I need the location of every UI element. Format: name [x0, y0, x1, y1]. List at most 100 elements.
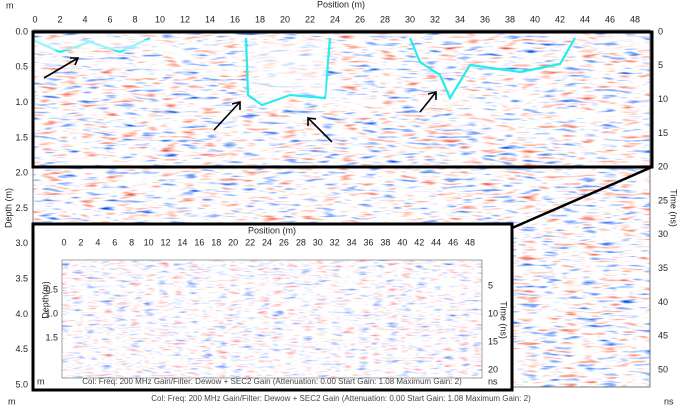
y2-tick-label: 25 [658, 195, 668, 205]
inset-x-tick-label: 38 [380, 237, 390, 247]
inset-radargram [62, 260, 482, 378]
inset-x-tick-label: 0 [61, 237, 66, 247]
inset-right-unit: ns [488, 376, 498, 386]
inset-y2-tick-label: 20 [488, 364, 498, 374]
inset-x-tick-label: 36 [363, 237, 373, 247]
x-unit: m [6, 0, 14, 10]
inset-x-tick-label: 2 [78, 237, 83, 247]
x-tick-label: 20 [280, 14, 290, 24]
y2-tick-label: 50 [658, 364, 668, 374]
inset-x-tick-label: 20 [228, 237, 238, 247]
inset-y2-tick-label: 5 [488, 280, 493, 290]
x-tick-label: 30 [405, 14, 415, 24]
inset-x-tick-label: 30 [313, 237, 323, 247]
y2-tick-label: 40 [658, 297, 668, 307]
y2-tick-label: 45 [658, 331, 668, 341]
inset-x-tick-label: 6 [112, 237, 117, 247]
x-tick-label: 46 [605, 14, 615, 24]
x-tick-label: 2 [57, 14, 62, 24]
y-tick-label: 0.0 [15, 26, 28, 36]
x-tick-label: 24 [330, 14, 340, 24]
x-tick-label: 44 [580, 14, 590, 24]
x-tick-label: 0 [32, 14, 37, 24]
y-axis-label: Depth (m) [3, 188, 13, 228]
y2-tick-label: 35 [658, 263, 668, 273]
y2-tick-label: 0 [658, 26, 663, 36]
inset-x-tick-label: 18 [211, 237, 221, 247]
inset-x-tick-label: 8 [129, 237, 134, 247]
connector [511, 165, 653, 230]
y-tick-label: 2.0 [15, 168, 28, 178]
x-tick-label: 36 [480, 14, 490, 24]
inset-x-tick-label: 48 [465, 237, 475, 247]
inset-y-tick-label: 1.0 [45, 308, 58, 318]
inset-x-tick-label: 34 [347, 237, 357, 247]
y2-tick-label: 30 [658, 229, 668, 239]
x-tick-label: 6 [107, 14, 112, 24]
zone [34, 40, 152, 50]
inset-x-tick-label: 14 [177, 237, 187, 247]
y-tick-label: 1.0 [15, 97, 28, 107]
y2-axis-label: Time (ns) [669, 189, 679, 227]
highlight-box [31, 30, 654, 169]
inset-x-tick-label: 40 [397, 237, 407, 247]
inset-x-tick-label: 4 [95, 237, 100, 247]
left-unit: m [8, 396, 16, 406]
x-tick-label: 40 [530, 14, 540, 24]
inset-x-tick-label: 26 [279, 237, 289, 247]
right-unit: ns [664, 396, 674, 406]
y-tick-label: 1.5 [15, 132, 28, 142]
inset-x-axis-label: Position (m) [248, 225, 296, 235]
x-tick-label: 28 [380, 14, 390, 24]
x-tick-label: 8 [132, 14, 137, 24]
y-tick-label: 3.0 [15, 238, 28, 248]
inset-x-tick-label: 16 [194, 237, 204, 247]
inset-x-tick-label: 10 [144, 237, 154, 247]
x-tick-label: 22 [305, 14, 315, 24]
x-tick-label: 10 [155, 14, 165, 24]
inset-x-tick-label: 12 [160, 237, 170, 247]
inset-plot-frame [61, 259, 483, 379]
y-tick-label: 3.5 [15, 273, 28, 283]
inset-x-tick-label: 42 [414, 237, 424, 247]
inset-caption: Col: Freq: 200 MHz Gain/Filter: Dewow + … [82, 377, 462, 386]
y2-tick-label: 5 [658, 60, 663, 70]
y-tick-label: 5.0 [15, 379, 28, 389]
inset-x-tick-label: 44 [431, 237, 441, 247]
x-tick-label: 4 [82, 14, 87, 24]
x-tick-label: 18 [255, 14, 265, 24]
y-tick-label: 2.5 [15, 203, 28, 213]
inset-y-tick-label: 0.5 [45, 284, 58, 294]
inset-x-tick-label: 32 [330, 237, 340, 247]
inset-y2-axis-label: Time (ns) [499, 301, 509, 339]
x-tick-label: 12 [180, 14, 190, 24]
y-tick-label: 4.5 [15, 344, 28, 354]
zone [248, 40, 328, 104]
y2-tick-label: 20 [658, 162, 668, 172]
x-tick-label: 32 [430, 14, 440, 24]
y-tick-label: 0.5 [15, 62, 28, 72]
y2-tick-label: 10 [658, 94, 668, 104]
inset-x-tick-label: 24 [262, 237, 272, 247]
inset-y-tick-label: 1.5 [45, 332, 58, 342]
inset-y-axis-label: Depth(m) [40, 281, 50, 319]
x-tick-label: 16 [230, 14, 240, 24]
y2-tick-label: 15 [658, 128, 668, 138]
y-tick-label: 4.0 [15, 309, 28, 319]
inset-x-tick-label: 22 [245, 237, 255, 247]
x-tick-label: 34 [455, 14, 465, 24]
inset-left-unit: m [37, 376, 45, 386]
x-tick-label: 14 [205, 14, 215, 24]
x-tick-label: 26 [355, 14, 365, 24]
x-axis-label: Position (m) [317, 0, 365, 9]
inset-x-tick-label: 46 [448, 237, 458, 247]
inset-x-tick-label: 28 [296, 237, 306, 247]
caption: Col: Freq: 200 MHz Gain/Filter: Dewow + … [151, 394, 531, 403]
inset-y2-tick-label: 10 [488, 308, 498, 318]
x-tick-label: 48 [630, 14, 640, 24]
x-tick-label: 42 [555, 14, 565, 24]
arrow [43, 57, 437, 143]
x-tick-label: 38 [505, 14, 515, 24]
inset-y2-tick-label: 15 [488, 336, 498, 346]
